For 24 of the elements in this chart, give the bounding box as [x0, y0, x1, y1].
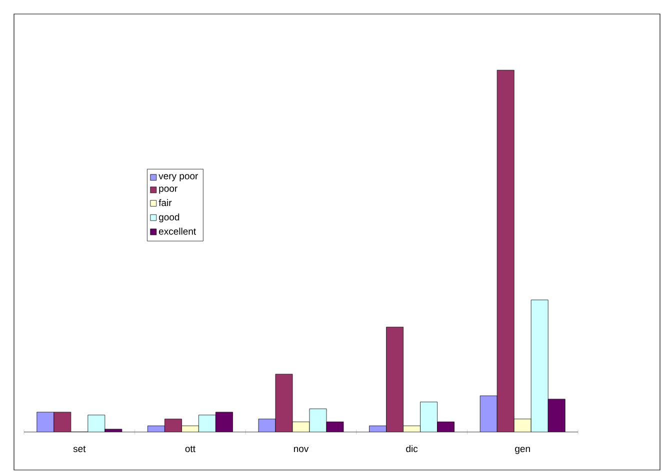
bar — [310, 408, 327, 432]
bar — [496, 70, 514, 432]
bar — [36, 412, 54, 432]
x-tick-label: set — [73, 446, 86, 452]
bar — [198, 414, 216, 432]
bar — [480, 396, 498, 432]
legend-label: fair — [158, 199, 172, 206]
bar — [420, 402, 438, 432]
bar — [54, 412, 71, 432]
bar — [437, 422, 454, 432]
bar — [530, 300, 548, 432]
legend-label: poor — [159, 186, 178, 194]
x-tick-label: dic — [406, 445, 418, 452]
x-tick-label: nov — [294, 446, 309, 452]
bar — [548, 398, 566, 432]
bar — [88, 414, 105, 432]
x-tick-label: gen — [515, 446, 530, 454]
bar — [216, 412, 233, 432]
legend-label: good — [158, 213, 180, 222]
x-tick-label: ott — [185, 446, 196, 452]
legend-label: excellent — [158, 228, 196, 235]
bar — [386, 327, 404, 432]
bar — [276, 374, 293, 432]
legend-label: very poor — [158, 174, 198, 182]
